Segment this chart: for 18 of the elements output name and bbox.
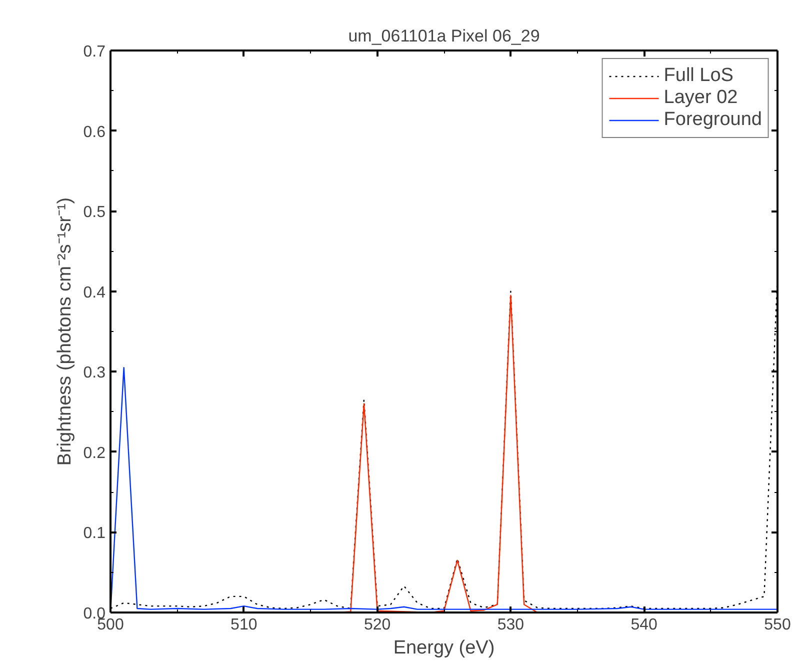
- y-tick-label: 0.2: [83, 444, 106, 462]
- y-tick-label: 0.4: [83, 284, 106, 302]
- y-axis-title: Brightness (photons cm⁻²s⁻¹sr⁻¹): [54, 197, 76, 466]
- legend-label: Foreground: [664, 109, 762, 131]
- x-axis-title: Energy (eV): [393, 638, 495, 658]
- x-tick-label: 550: [764, 616, 791, 634]
- legend-label: Full LoS: [664, 65, 734, 87]
- x-tick-label: 510: [230, 616, 258, 634]
- y-tick-label: 0.5: [83, 204, 106, 222]
- y-tick-label: 0.3: [83, 364, 106, 382]
- x-tick-label: 520: [364, 616, 391, 634]
- x-tick-label: 530: [497, 616, 524, 634]
- y-tick-label: 0.1: [83, 525, 106, 542]
- x-tick-label: 540: [630, 616, 658, 634]
- y-tick-label: 0.7: [83, 44, 106, 60]
- chart-title: um_061101a Pixel 06_29: [348, 26, 540, 46]
- legend-label: Layer 02: [664, 87, 738, 109]
- y-tick-label: 0.6: [83, 124, 106, 141]
